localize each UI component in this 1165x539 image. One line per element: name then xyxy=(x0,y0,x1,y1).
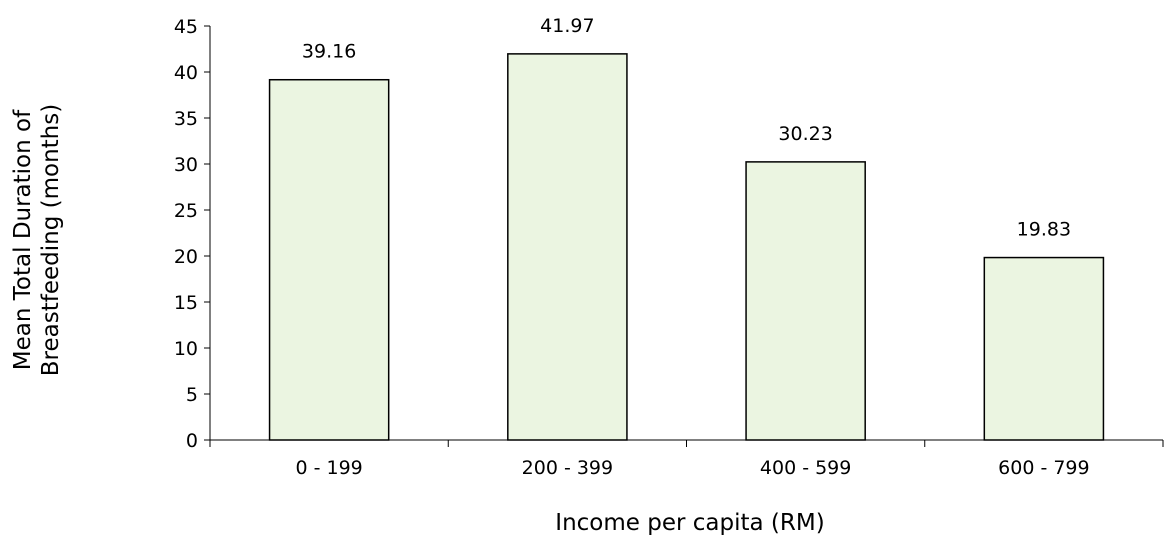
y-tick-label: 15 xyxy=(174,292,198,314)
bar xyxy=(507,53,628,441)
y-tick-label: 0 xyxy=(186,430,198,452)
y-axis-title-line-1: Mean Total Duration of xyxy=(10,109,36,370)
y-axis-title-line-2: Breastfeeding (months) xyxy=(38,104,64,376)
x-axis-title: Income per capita (RM) xyxy=(555,510,824,536)
bar xyxy=(983,256,1105,441)
bar xyxy=(745,161,866,441)
x-tick-label: 0 - 199 xyxy=(295,457,362,479)
bar xyxy=(268,78,390,441)
y-tick-label: 40 xyxy=(174,62,198,84)
y-tick-label: 30 xyxy=(174,154,198,176)
x-tick-label: 400 - 599 xyxy=(760,457,851,479)
x-tick-label: 600 - 799 xyxy=(998,457,1089,479)
x-tick-label: 200 - 399 xyxy=(522,457,613,479)
y-tick-label: 20 xyxy=(174,246,198,268)
data-label: 30.23 xyxy=(778,123,832,145)
data-label: 39.16 xyxy=(302,41,356,63)
y-axis-title: Mean Total Duration of Breastfeeding (mo… xyxy=(10,104,64,376)
y-tick-label: 35 xyxy=(174,108,198,130)
data-label: 41.97 xyxy=(540,15,594,37)
data-label: 19.83 xyxy=(1017,219,1071,241)
y-tick-label: 10 xyxy=(174,338,198,360)
plot-area: 0 5 10 15 20 25 30 35 40 45 39.16 0 - 199 41.97 200 -… xyxy=(174,15,1164,479)
y-tick-label: 5 xyxy=(186,384,198,406)
y-tick-label: 45 xyxy=(174,16,198,38)
y-tick-label: 25 xyxy=(174,200,198,222)
